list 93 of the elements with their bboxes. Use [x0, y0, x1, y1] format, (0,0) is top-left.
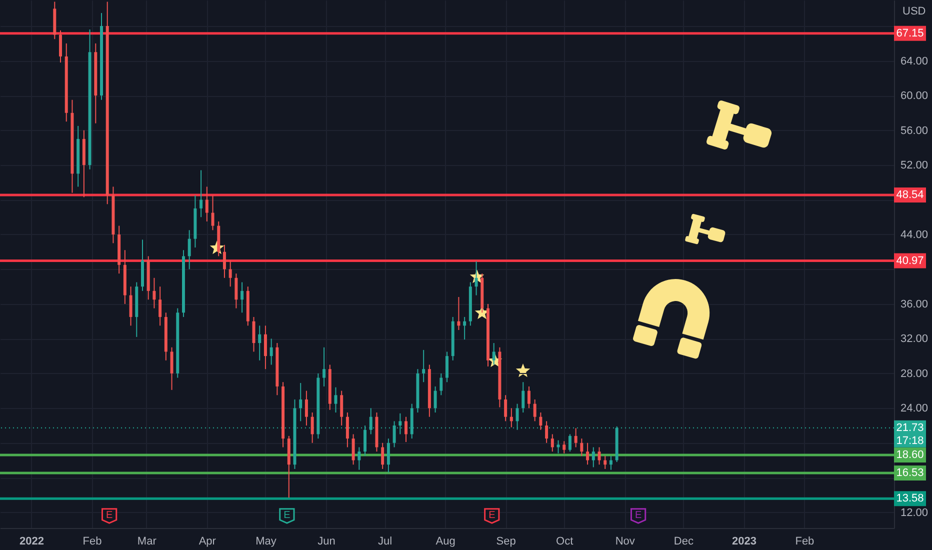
candlestick: [604, 455, 607, 470]
candlestick: [545, 420, 548, 444]
candlestick: [533, 398, 536, 422]
candlestick: [228, 260, 232, 288]
candlestick: [550, 434, 554, 452]
y-tick-label: 28.00: [900, 368, 928, 380]
candlestick: [334, 386, 338, 413]
x-tick-label: Feb: [795, 536, 814, 548]
ref-line-label: 16.53: [896, 467, 924, 480]
candlestick: [440, 372, 443, 396]
candlestick: [586, 442, 590, 466]
x-tick-label: Sep: [496, 536, 516, 548]
candlestick: [434, 386, 437, 413]
x-tick-label: Aug: [436, 536, 456, 548]
annotation: E: [488, 510, 496, 521]
candlestick: [404, 416, 408, 443]
candlestick: [200, 170, 203, 218]
candlestick: [381, 442, 384, 470]
candlestick: [574, 428, 578, 448]
y-tick-label: 64.00: [900, 55, 928, 68]
ref-line-label: 40.97: [896, 254, 924, 267]
candlestick: [539, 412, 542, 430]
x-tick-label: Oct: [556, 536, 574, 548]
y-tick-label: 24.00: [900, 402, 928, 415]
x-tick-label: Jul: [378, 536, 392, 548]
candlestick: [59, 30, 62, 64]
annotation: E: [634, 510, 642, 521]
x-tick-label: May: [256, 536, 277, 548]
candlestick: [234, 273, 238, 309]
x-tick-label: Mar: [137, 536, 157, 548]
candlestick: [358, 446, 361, 470]
candlestick: [446, 351, 448, 383]
candlestick: [609, 455, 612, 470]
candlestick: [492, 342, 496, 366]
x-tick-label: 2023: [732, 536, 756, 548]
candlestick: [264, 325, 267, 370]
candlestick: [516, 403, 519, 430]
y-tick-label: 32.00: [900, 333, 928, 346]
y-tick-label: 44.00: [900, 228, 928, 241]
candlestick: [510, 408, 513, 428]
y-tick-label: 56.00: [900, 124, 928, 137]
candlestick: [270, 338, 273, 366]
candlestick: [152, 277, 156, 309]
ref-line-label: 13.58: [896, 492, 924, 505]
candlestick: [457, 296, 460, 330]
candlestick: [580, 438, 584, 456]
candlestick: [158, 286, 162, 326]
candlestick: [474, 260, 478, 296]
ref-line-label: 67.15: [896, 27, 924, 40]
candlestick: [240, 282, 244, 314]
ref-line-label: 18.60: [896, 449, 924, 462]
annotation: E: [106, 510, 113, 521]
candlestick: [522, 382, 525, 413]
y-tick-label: 52.00: [900, 160, 928, 172]
y-tick-label: 36.00: [900, 298, 928, 310]
candlestick: [211, 194, 214, 231]
ref-line-label: 21.73: [896, 422, 924, 434]
x-tick-label: Apr: [198, 536, 216, 548]
annotation: E: [284, 510, 291, 521]
candlestick: [299, 382, 302, 422]
text: 17:18: [896, 434, 924, 447]
candlestick: [504, 394, 508, 422]
x-tick-label: Dec: [674, 536, 694, 548]
candlestick: [386, 438, 390, 473]
candlestick: [422, 349, 426, 383]
y-axis-title: USD: [902, 6, 926, 18]
candlestick: [170, 346, 174, 390]
candlestick: [598, 446, 601, 466]
x-tick-label: Jun: [318, 536, 336, 548]
ref-line-label: 48.54: [896, 189, 924, 202]
candlestick: [205, 186, 208, 222]
candlestick: [568, 434, 572, 452]
x-tick-label: Nov: [615, 536, 636, 548]
y-tick-label: 12.00: [900, 506, 928, 519]
candlestick: [129, 286, 132, 326]
candlestick: [222, 244, 226, 278]
candlestick: [322, 346, 326, 387]
candlestick: [346, 412, 349, 448]
candlestick: [188, 230, 191, 270]
candlestick: [527, 386, 530, 409]
candlestick: [592, 446, 595, 468]
x-tick-label: Feb: [82, 536, 102, 548]
candlestick: [252, 316, 256, 352]
candlestick: [556, 440, 560, 454]
candlestick: [352, 434, 355, 466]
candlestick: [258, 325, 262, 361]
candlestick: [304, 390, 308, 426]
candlestick: [340, 390, 344, 426]
candlestick: [310, 412, 314, 444]
candlestick: [463, 316, 466, 340]
x-tick-label: 2022: [19, 536, 44, 548]
y-tick-label: 60.00: [900, 90, 928, 102]
candlestick: [562, 440, 566, 454]
